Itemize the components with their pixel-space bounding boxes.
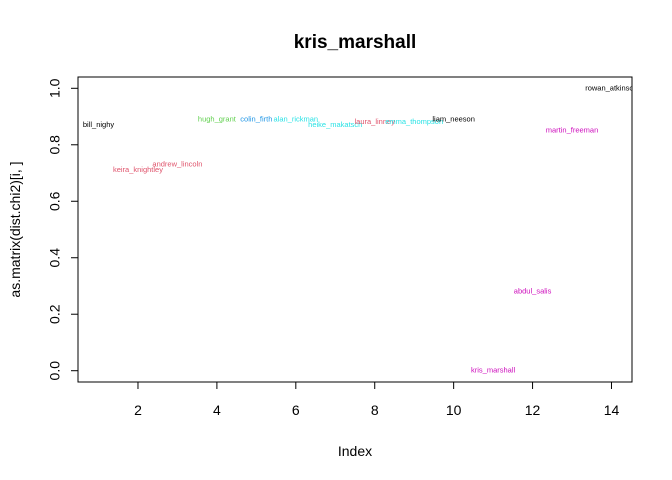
point-label: heike_makatsch [308,120,362,129]
y-axis: 0.0 0.2 0.4 0.6 0.8 1.0 [47,78,79,381]
point-label: laura_linney [355,117,396,126]
point-label: martin_freeman [546,126,599,135]
y-tick-label: 1.0 [47,78,63,98]
x-tick-label: 8 [371,402,379,418]
point-label: bill_nighy [83,120,115,129]
point-label: keira_knightley [113,165,163,174]
x-tick-label: 6 [292,402,300,418]
x-tick-label: 4 [213,402,221,418]
x-tick-label: 2 [134,402,142,418]
point-label: andrew_lincoln [152,160,202,169]
y-tick-label: 0.0 [47,361,63,381]
point-label: liam_neeson [432,114,475,123]
x-tick-label: 10 [446,402,462,418]
point-label: kris_marshall [471,366,516,375]
point-label: emma_thompson [385,117,443,126]
y-tick-label: 0.8 [47,135,63,155]
point-label: abdul_salis [514,287,552,296]
x-axis-label: Index [338,443,372,459]
y-axis-label: as.matrix(dist.chi2)[i, ] [7,161,23,297]
y-tick-label: 0.4 [47,248,63,268]
x-tick-label: 14 [604,402,620,418]
x-tick-label: 12 [525,402,541,418]
point-label: rowan_atkinson [585,83,638,92]
point-label: hugh_grant [198,114,237,123]
chart-title: kris_marshall [294,32,417,53]
x-axis: 2 4 6 8 10 12 14 [134,381,620,418]
y-tick-label: 0.2 [47,304,63,324]
point-label: alan_rickman [274,114,319,123]
point-label: colin_firth [240,114,272,123]
y-tick-label: 0.6 [47,191,63,211]
